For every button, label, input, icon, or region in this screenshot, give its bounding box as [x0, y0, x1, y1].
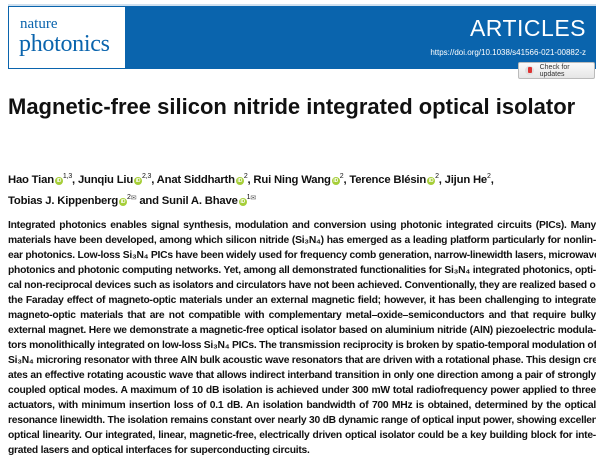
abstract-line: the Faraday effect of magneto-optic mate…	[8, 295, 596, 306]
orcid-icon[interactable]: iD	[427, 176, 436, 185]
author-separator: ,	[490, 173, 494, 186]
abstract-line: external magnet. Here we demonstrate a m…	[8, 325, 596, 336]
logo-line-2: photonics	[19, 31, 110, 57]
affiliation-number: 2	[435, 173, 439, 180]
author-name[interactable]: Tobias J. Kippenberg	[8, 194, 119, 207]
affiliation-number: 2	[243, 173, 248, 180]
author-name[interactable]: Anat Siddharth	[156, 173, 235, 186]
journal-logo: nature photonics	[8, 6, 126, 69]
orcid-icon[interactable]: iD	[54, 176, 63, 185]
affiliation-number: 2	[127, 193, 131, 201]
abstract-line: tors monolithically integrated on low-lo…	[8, 340, 596, 351]
affiliation-number: 2	[339, 173, 344, 180]
author-separator: and	[136, 194, 162, 207]
abstract-line: ates an effective rotating acoustic wave…	[8, 370, 596, 381]
affiliation-number: 2	[487, 173, 491, 180]
author-separator: ,	[247, 173, 254, 186]
orcid-icon[interactable]: iD	[331, 176, 340, 185]
abstract-line: photonics and photonic computing network…	[8, 265, 596, 276]
affiliation-number: 1,3	[62, 173, 73, 180]
abstract-line: optical linearity. Our integrated, linea…	[8, 430, 596, 441]
abstract-line: magneto-optic materials that are not com…	[8, 310, 596, 321]
check-for-updates-label: Check for updates	[539, 63, 570, 78]
author-separator: ,	[72, 173, 78, 186]
check-for-updates-button[interactable]: Check for updates	[518, 62, 595, 79]
author-list: Hao Tian iD1,3, Junqiu Liu iD2,3, Anat Sid…	[8, 168, 608, 210]
author[interactable]: Jijun He2	[444, 173, 491, 186]
email-icon[interactable]: ✉	[130, 194, 137, 202]
author[interactable]: Anat Siddharth iD2	[156, 173, 248, 186]
abstract-line: grated lasers and optical interfaces for…	[8, 445, 310, 456]
affiliation-number: 2,3	[142, 173, 152, 180]
abstract-line: coupled optical modes. A maximum of 10 d…	[8, 385, 596, 396]
abstract-line: Integrated photonics enables signal synt…	[8, 220, 596, 231]
author-name[interactable]: Terence Blésin	[349, 173, 427, 186]
logo-line-1: nature	[20, 16, 58, 32]
abstract-line: actuators, with minimum insertion loss o…	[8, 400, 596, 411]
author[interactable]: Terence Blésin iD2	[349, 173, 439, 186]
bookmark-icon	[525, 66, 534, 75]
author[interactable]: Tobias J. Kippenberg iD2✉	[8, 193, 137, 207]
author-name[interactable]: Sunil A. Bhave	[161, 194, 238, 207]
abstract-line: resonance linewidth. The isolation remai…	[8, 415, 596, 426]
author-name[interactable]: Jijun He	[444, 173, 488, 186]
journal-banner: nature photonics ARTICLES https://doi.or…	[8, 4, 596, 69]
author-separator: ,	[343, 173, 350, 186]
author-separator: ,	[438, 173, 445, 186]
section-label: ARTICLES	[469, 15, 586, 41]
author-name[interactable]: Rui Ning Wang	[253, 173, 331, 186]
author[interactable]: Junqiu Liu iD2,3	[77, 173, 152, 186]
affiliation-number: 1	[246, 193, 251, 201]
abstract: Integrated photonics enables signal synt…	[8, 218, 596, 458]
abstract-line: materials have been developed, among whi…	[8, 235, 596, 246]
orcid-icon[interactable]: iD	[235, 176, 244, 185]
author[interactable]: Rui Ning Wang iD2	[253, 173, 344, 186]
orcid-icon[interactable]: iD	[238, 197, 247, 206]
paper-title: Magnetic-free silicon nitride integrated…	[8, 94, 576, 119]
author-separator: ,	[151, 173, 157, 186]
orcid-icon[interactable]: iD	[134, 176, 143, 185]
author[interactable]: Sunil A. Bhave iD1✉	[161, 193, 257, 207]
abstract-line: ear photonics. Low-loss Si₃N₄ PICs have …	[8, 250, 596, 261]
orcid-icon[interactable]: iD	[119, 197, 128, 206]
doi-link[interactable]: https://doi.org/10.1038/s41566-021-00882…	[430, 48, 586, 57]
author-name[interactable]: Hao Tian	[8, 173, 54, 186]
author-name[interactable]: Junqiu Liu	[77, 173, 134, 186]
abstract-line: cal non-reciprocal devices such as isola…	[8, 280, 596, 291]
author[interactable]: Hao Tian iD1,3	[8, 173, 73, 186]
abstract-line: Si₃N₄ microring resonator with three AlN…	[8, 355, 596, 366]
email-icon[interactable]: ✉	[250, 194, 257, 202]
